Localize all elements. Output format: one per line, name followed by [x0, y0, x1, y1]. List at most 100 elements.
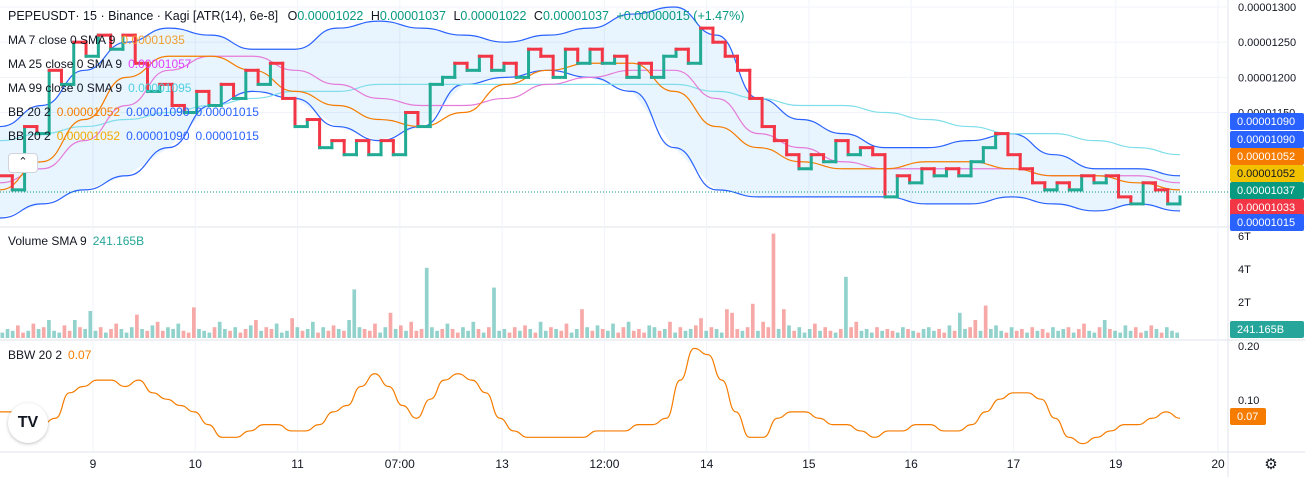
open-label: O [287, 9, 298, 23]
volume-bar [435, 330, 439, 338]
time-tick-label: 12:00 [589, 457, 619, 471]
volume-bar [393, 329, 398, 338]
volume-bar [461, 327, 465, 338]
time-axis[interactable]: 9 10 11 07:00 13 12:00 14 15 16 17 19 20 [90, 457, 1225, 471]
volume-bar [1066, 327, 1071, 338]
volume-bar [1030, 327, 1035, 338]
interval[interactable]: 15 [83, 9, 97, 23]
volume-bar [709, 327, 714, 338]
volume-bar [585, 327, 589, 338]
volume-bar [989, 329, 993, 338]
volume-bar [41, 327, 46, 338]
volume-legend[interactable]: Volume SMA 9 241.165B [8, 234, 150, 248]
volume-bar [347, 320, 351, 338]
volume-bar [559, 330, 564, 338]
ma7-value: 0.00001035 [121, 33, 185, 47]
volume-bar [98, 327, 103, 338]
tradingview-logo[interactable]: TV [8, 403, 48, 443]
volume-bar [1097, 327, 1102, 338]
volume-tick-label: 4T [1238, 264, 1251, 276]
bbw-value: 0.07 [68, 348, 92, 362]
volume-tick-label: 6T [1238, 231, 1251, 243]
ma99-legend[interactable]: MA 99 close 0 SMA 9 0.00001095 [8, 81, 197, 95]
volume-bar [549, 327, 553, 338]
volume-bar [890, 330, 895, 338]
volume-bar [564, 323, 569, 338]
volume-bar [1113, 330, 1117, 338]
volume-bar [580, 309, 584, 338]
low-value: 0.00001022 [460, 9, 527, 23]
bb2-basis: 0.00001052 [56, 129, 121, 143]
volume-bar [430, 327, 434, 338]
volume-bar [719, 332, 724, 338]
volume-bar [10, 330, 15, 338]
chevron-up-icon: ⌃ [18, 156, 28, 168]
volume-bar [357, 327, 362, 338]
volume-bar [1154, 329, 1159, 338]
bbw-tick-label: 0.10 [1238, 395, 1259, 407]
volume-bar [983, 305, 988, 338]
volume-bar [952, 330, 957, 338]
symbol-name[interactable]: PEPEUSDT [8, 9, 76, 23]
bbw-tick-label: 0.20 [1238, 341, 1259, 353]
volume-bar [844, 276, 848, 338]
high-label: H [370, 9, 380, 23]
price-tick-label: 0.00001300 [1238, 2, 1296, 14]
volume-bar [1159, 332, 1164, 338]
volume-bar [1102, 320, 1107, 338]
volume-bar [647, 325, 652, 338]
volume-bar [864, 329, 869, 338]
volume-bar [1087, 330, 1092, 338]
price-axis[interactable]: 0.000013000.000012500.000012000.00001150… [1230, 2, 1304, 425]
price-label-box [1230, 199, 1304, 216]
bb-upper-line [0, 6, 1181, 177]
volume-bar [694, 325, 698, 338]
volume-bar [1051, 327, 1055, 338]
low-label: L [453, 9, 461, 23]
bb1-upper: 0.00001090 [126, 105, 190, 119]
volume-bar [1108, 329, 1112, 338]
change-value: +0.00000015 (+1.47%) [616, 9, 745, 23]
gear-icon[interactable]: ⚙ [1264, 456, 1278, 473]
sep-1: · [75, 9, 80, 23]
volume-bar [901, 327, 905, 338]
volume-bar [854, 321, 859, 338]
volume-bar [440, 329, 445, 338]
volume-bar [481, 332, 486, 338]
volume-bar [135, 314, 139, 338]
volume-bar [1014, 330, 1019, 338]
volume-bar [160, 330, 165, 338]
volume-bar [1071, 332, 1076, 338]
volume-bar [1092, 332, 1097, 338]
ma25-line [0, 55, 1181, 184]
bbw-line [0, 347, 1181, 445]
bb2-legend[interactable]: BB 20 2 0.00001052 0.00001090 0.00001015 [8, 129, 265, 143]
price-label-text: 0.00001090 [1237, 134, 1295, 146]
bb1-legend[interactable]: BB 20 2 0.00001052 0.00001090 0.00001015 [8, 105, 265, 119]
volume-bar [290, 318, 294, 338]
volume-bar [1040, 329, 1045, 338]
ma7-legend[interactable]: MA 7 close 0 SMA 9 0.00001035 [8, 33, 191, 47]
ma25-legend[interactable]: MA 25 close 0 SMA 9 0.00001057 [8, 57, 197, 71]
volume-bar [16, 325, 20, 338]
volume-bar [704, 330, 709, 338]
volume-bar [104, 332, 108, 338]
symbol-header[interactable]: PEPEUSDT· 15 · Binance · Kagi [ATR(14), … [8, 9, 748, 23]
volume-bar [5, 329, 10, 338]
price-label-box [1230, 148, 1304, 165]
volume-bar [673, 332, 677, 338]
bbw-legend[interactable]: BBW 20 2 0.07 [8, 348, 97, 362]
volume-bar [476, 329, 481, 338]
volume-bar [155, 321, 160, 338]
volume-bar [88, 311, 93, 338]
volume-bar [342, 330, 346, 338]
volume-bar [999, 330, 1004, 338]
volume-bar [171, 329, 175, 338]
collapse-legend-button[interactable]: ⌃ [8, 153, 38, 173]
volume-bar [637, 329, 641, 338]
kagi-series [0, 26, 1228, 206]
volume-bar [321, 327, 326, 338]
volume-bar [1082, 323, 1086, 338]
volume-bar [424, 267, 429, 338]
